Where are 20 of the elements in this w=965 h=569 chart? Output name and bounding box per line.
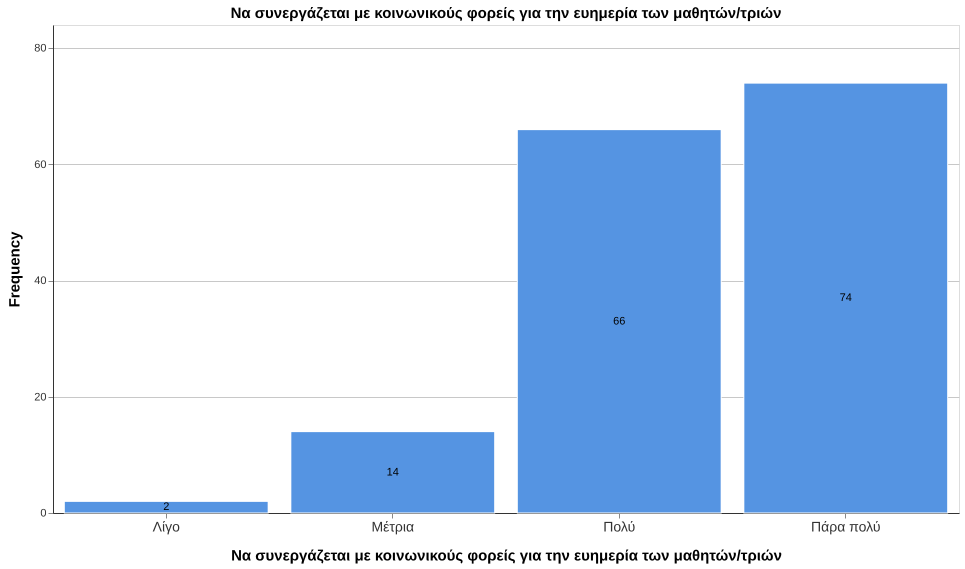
- y-tick-label: 20: [34, 391, 46, 404]
- bar: [290, 431, 496, 514]
- y-tick-label: 80: [34, 42, 46, 55]
- x-tick-label: Λίγο: [152, 518, 180, 534]
- y-axis-title: Frequency: [6, 230, 24, 308]
- data-label: 14: [386, 466, 399, 478]
- y-tick-label: 60: [34, 158, 46, 171]
- bar: [64, 500, 269, 514]
- data-label: 66: [613, 315, 626, 328]
- y-tick-label: 40: [34, 275, 46, 288]
- bar: [516, 129, 722, 514]
- data-label: 2: [163, 501, 170, 514]
- bar: [743, 82, 948, 514]
- y-tick-label: 0: [40, 508, 46, 520]
- chart-title: Να συνεργάζεται με κοινωνικούς φορείς για την ευημερία των μαθητών/τριών: [230, 5, 782, 22]
- data-label: 74: [840, 292, 852, 304]
- x-axis-title: Να συνεργάζεται με κοινωνικούς φορείς για την ευημερία των μαθητών/τριών: [231, 548, 782, 564]
- x-tick-label: Πάρα πολύ: [811, 518, 880, 534]
- x-tick-label: Πολύ: [603, 518, 636, 534]
- x-tick-label: Μέτρια: [371, 518, 414, 534]
